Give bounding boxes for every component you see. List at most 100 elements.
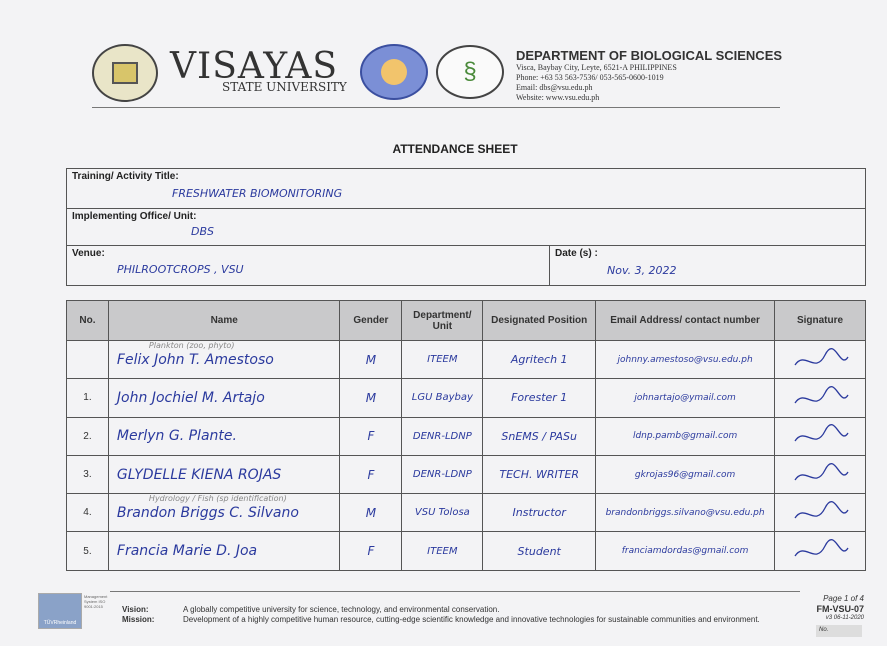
vision-text: A globally competitive university for sc… <box>183 605 500 614</box>
email: Email: dbs@vsu.edu.ph <box>516 83 593 92</box>
attendee-name-text: Brandon Briggs C. Silvano <box>116 504 299 521</box>
attendee-position: Instructor <box>482 493 597 533</box>
address: Visca, Baybay City, Leyte, 6521-A PHILIP… <box>516 63 677 72</box>
table-row: 5. Francia Marie D. Joa F ITEEM Student franc… <box>66 531 866 571</box>
cert-brand: TÜVRheinland <box>43 620 77 626</box>
signature-cell <box>774 416 866 456</box>
signature-cell <box>774 454 866 495</box>
attendee-position: SnEMS / PASu <box>482 416 597 456</box>
attendee-note: Plankton (zoo, phyto) <box>148 341 235 350</box>
attendee-gender: F <box>339 454 403 495</box>
table-row: 4. Hydrology / Fish (sp identification) Br… <box>66 493 866 533</box>
attendee-department: DENR-LDNP <box>401 416 484 456</box>
attendee-name: Merlyn G. Plante. <box>107 416 341 456</box>
signature-mark <box>794 462 849 480</box>
attendee-name-text: Felix John T. Amestoso <box>116 351 274 368</box>
vision-label: Vision: <box>122 605 149 614</box>
signature-mark <box>794 539 849 557</box>
attendee-email: johnartajo@ymail.com <box>595 378 776 418</box>
date-value: Nov. 3, 2022 <box>607 264 677 277</box>
attendee-gender: M <box>339 493 403 533</box>
attendee-email: ldnp.pamb@gmail.com <box>595 416 776 456</box>
mission-label: Mission: <box>122 615 155 624</box>
attendee-name: John Jochiel M. Artajo <box>107 378 341 418</box>
date-label: Date (s) : <box>555 248 598 259</box>
attendee-email: brandonbriggs.silvano@vsu.edu.ph <box>595 493 776 533</box>
page-title: ATTENDANCE SHEET <box>392 142 518 156</box>
signature-cell <box>774 493 866 533</box>
attendance-table: No. Name Gender Department/ Unit Designa… <box>66 300 866 571</box>
row-number: 5. <box>66 531 109 571</box>
attendee-position: Forester 1 <box>482 378 597 418</box>
attendee-email: gkrojas96@gmail.com <box>595 454 776 495</box>
attendee-gender: M <box>339 378 403 418</box>
attendee-position: TECH. WRITER <box>482 454 597 495</box>
attendee-name-text: GLYDELLE KIENA ROJAS <box>116 466 282 483</box>
phone: Phone: +63 53 563-7536/ 053-565-0600-101… <box>516 73 664 82</box>
college-logo <box>360 44 428 100</box>
attendee-department: LGU Baybay <box>401 378 484 418</box>
table-row: Plankton (zoo, phyto) Felix John T. Amest… <box>66 339 866 380</box>
row-number: 2. <box>66 416 109 456</box>
attendee-department: ITEEM <box>401 339 484 380</box>
no-field: No. <box>816 625 862 637</box>
header-divider <box>92 107 780 108</box>
attendee-name: Plankton (zoo, phyto) Felix John T. Amest… <box>107 339 341 380</box>
attendee-name-text: Francia Marie D. Joa <box>116 543 258 560</box>
row-number: 1. <box>66 378 109 418</box>
attendee-note: Hydrology / Fish (sp identification) <box>148 494 287 504</box>
table-row: 3. GLYDELLE KIENA ROJAS F DENR-LDNP TECH. WR… <box>66 454 866 495</box>
col-email: Email Address/ contact number <box>595 300 776 341</box>
attendee-email: franciamdordas@gmail.com <box>595 531 776 571</box>
signature-mark <box>794 500 849 519</box>
attendee-name: Hydrology / Fish (sp identification) Bran… <box>107 493 341 533</box>
signature-cell <box>774 378 866 418</box>
row-number <box>66 339 109 380</box>
table-row: 2. Merlyn G. Plante. F DENR-LDNP SnEMS / PAS… <box>66 416 866 456</box>
signature-mark <box>794 424 849 442</box>
col-department: Department/ Unit <box>401 300 484 341</box>
col-gender: Gender <box>339 300 403 341</box>
col-signature: Signature <box>774 300 866 341</box>
attendee-gender: M <box>339 339 403 380</box>
page-number: Page 1 of 4 <box>823 594 864 603</box>
attendee-name: Francia Marie D. Joa <box>107 531 341 571</box>
col-position: Designated Position <box>482 300 597 341</box>
department-info: DEPARTMENT OF BIOLOGICAL SCIENCES Visca,… <box>516 48 782 103</box>
col-name: Name <box>107 300 341 341</box>
attendee-gender: F <box>339 531 403 571</box>
training-value: FRESHWATER BIOMONITORING <box>172 187 343 200</box>
row-number: 4. <box>66 493 109 533</box>
table-row: 1. John Jochiel M. Artajo M LGU Baybay Fores… <box>66 378 866 418</box>
form-version: v3 06-11-2020 <box>825 615 864 621</box>
signature-mark <box>794 385 849 404</box>
venue-value: PHILROOTCROPS , VSU <box>117 263 244 276</box>
row-number: 3. <box>66 454 109 495</box>
mission-text: Development of a highly competitive huma… <box>183 615 760 624</box>
attendee-department: ITEEM <box>401 531 484 571</box>
attendee-position: Student <box>482 531 597 571</box>
venue-field: Venue: PHILROOTCROPS , VSU Date (s) : No… <box>66 245 866 286</box>
attendee-name-text: Merlyn G. Plante. <box>116 428 237 445</box>
vsu-seal-logo <box>92 44 158 102</box>
attendee-department: DENR-LDNP <box>401 454 484 495</box>
footer-divider <box>110 591 800 592</box>
col-no: No. <box>66 300 109 341</box>
office-label: Implementing Office/ Unit: <box>72 211 197 222</box>
signature-mark <box>794 347 849 366</box>
tuv-certification-logo: TÜVRheinland <box>38 593 82 629</box>
attendee-department: VSU Tolosa <box>401 493 484 533</box>
venue-label: Venue: <box>72 248 105 259</box>
university-name: VISAYAS <box>170 46 339 87</box>
attendee-position: Agritech 1 <box>482 339 597 380</box>
university-subtitle: STATE UNIVERSITY <box>222 80 347 94</box>
signature-cell <box>774 531 866 571</box>
office-field: Implementing Office/ Unit: DBS <box>66 208 866 246</box>
attendee-email: johnny.amestoso@vsu.edu.ph <box>595 339 776 380</box>
signature-cell <box>774 339 866 380</box>
training-label: Training/ Activity Title: <box>72 171 179 182</box>
website: Website: www.vsu.edu.ph <box>516 93 600 102</box>
dbs-logo: § <box>436 45 504 99</box>
attendee-name: GLYDELLE KIENA ROJAS <box>107 454 341 495</box>
training-field: Training/ Activity Title: FRESHWATER BIO… <box>66 168 866 209</box>
